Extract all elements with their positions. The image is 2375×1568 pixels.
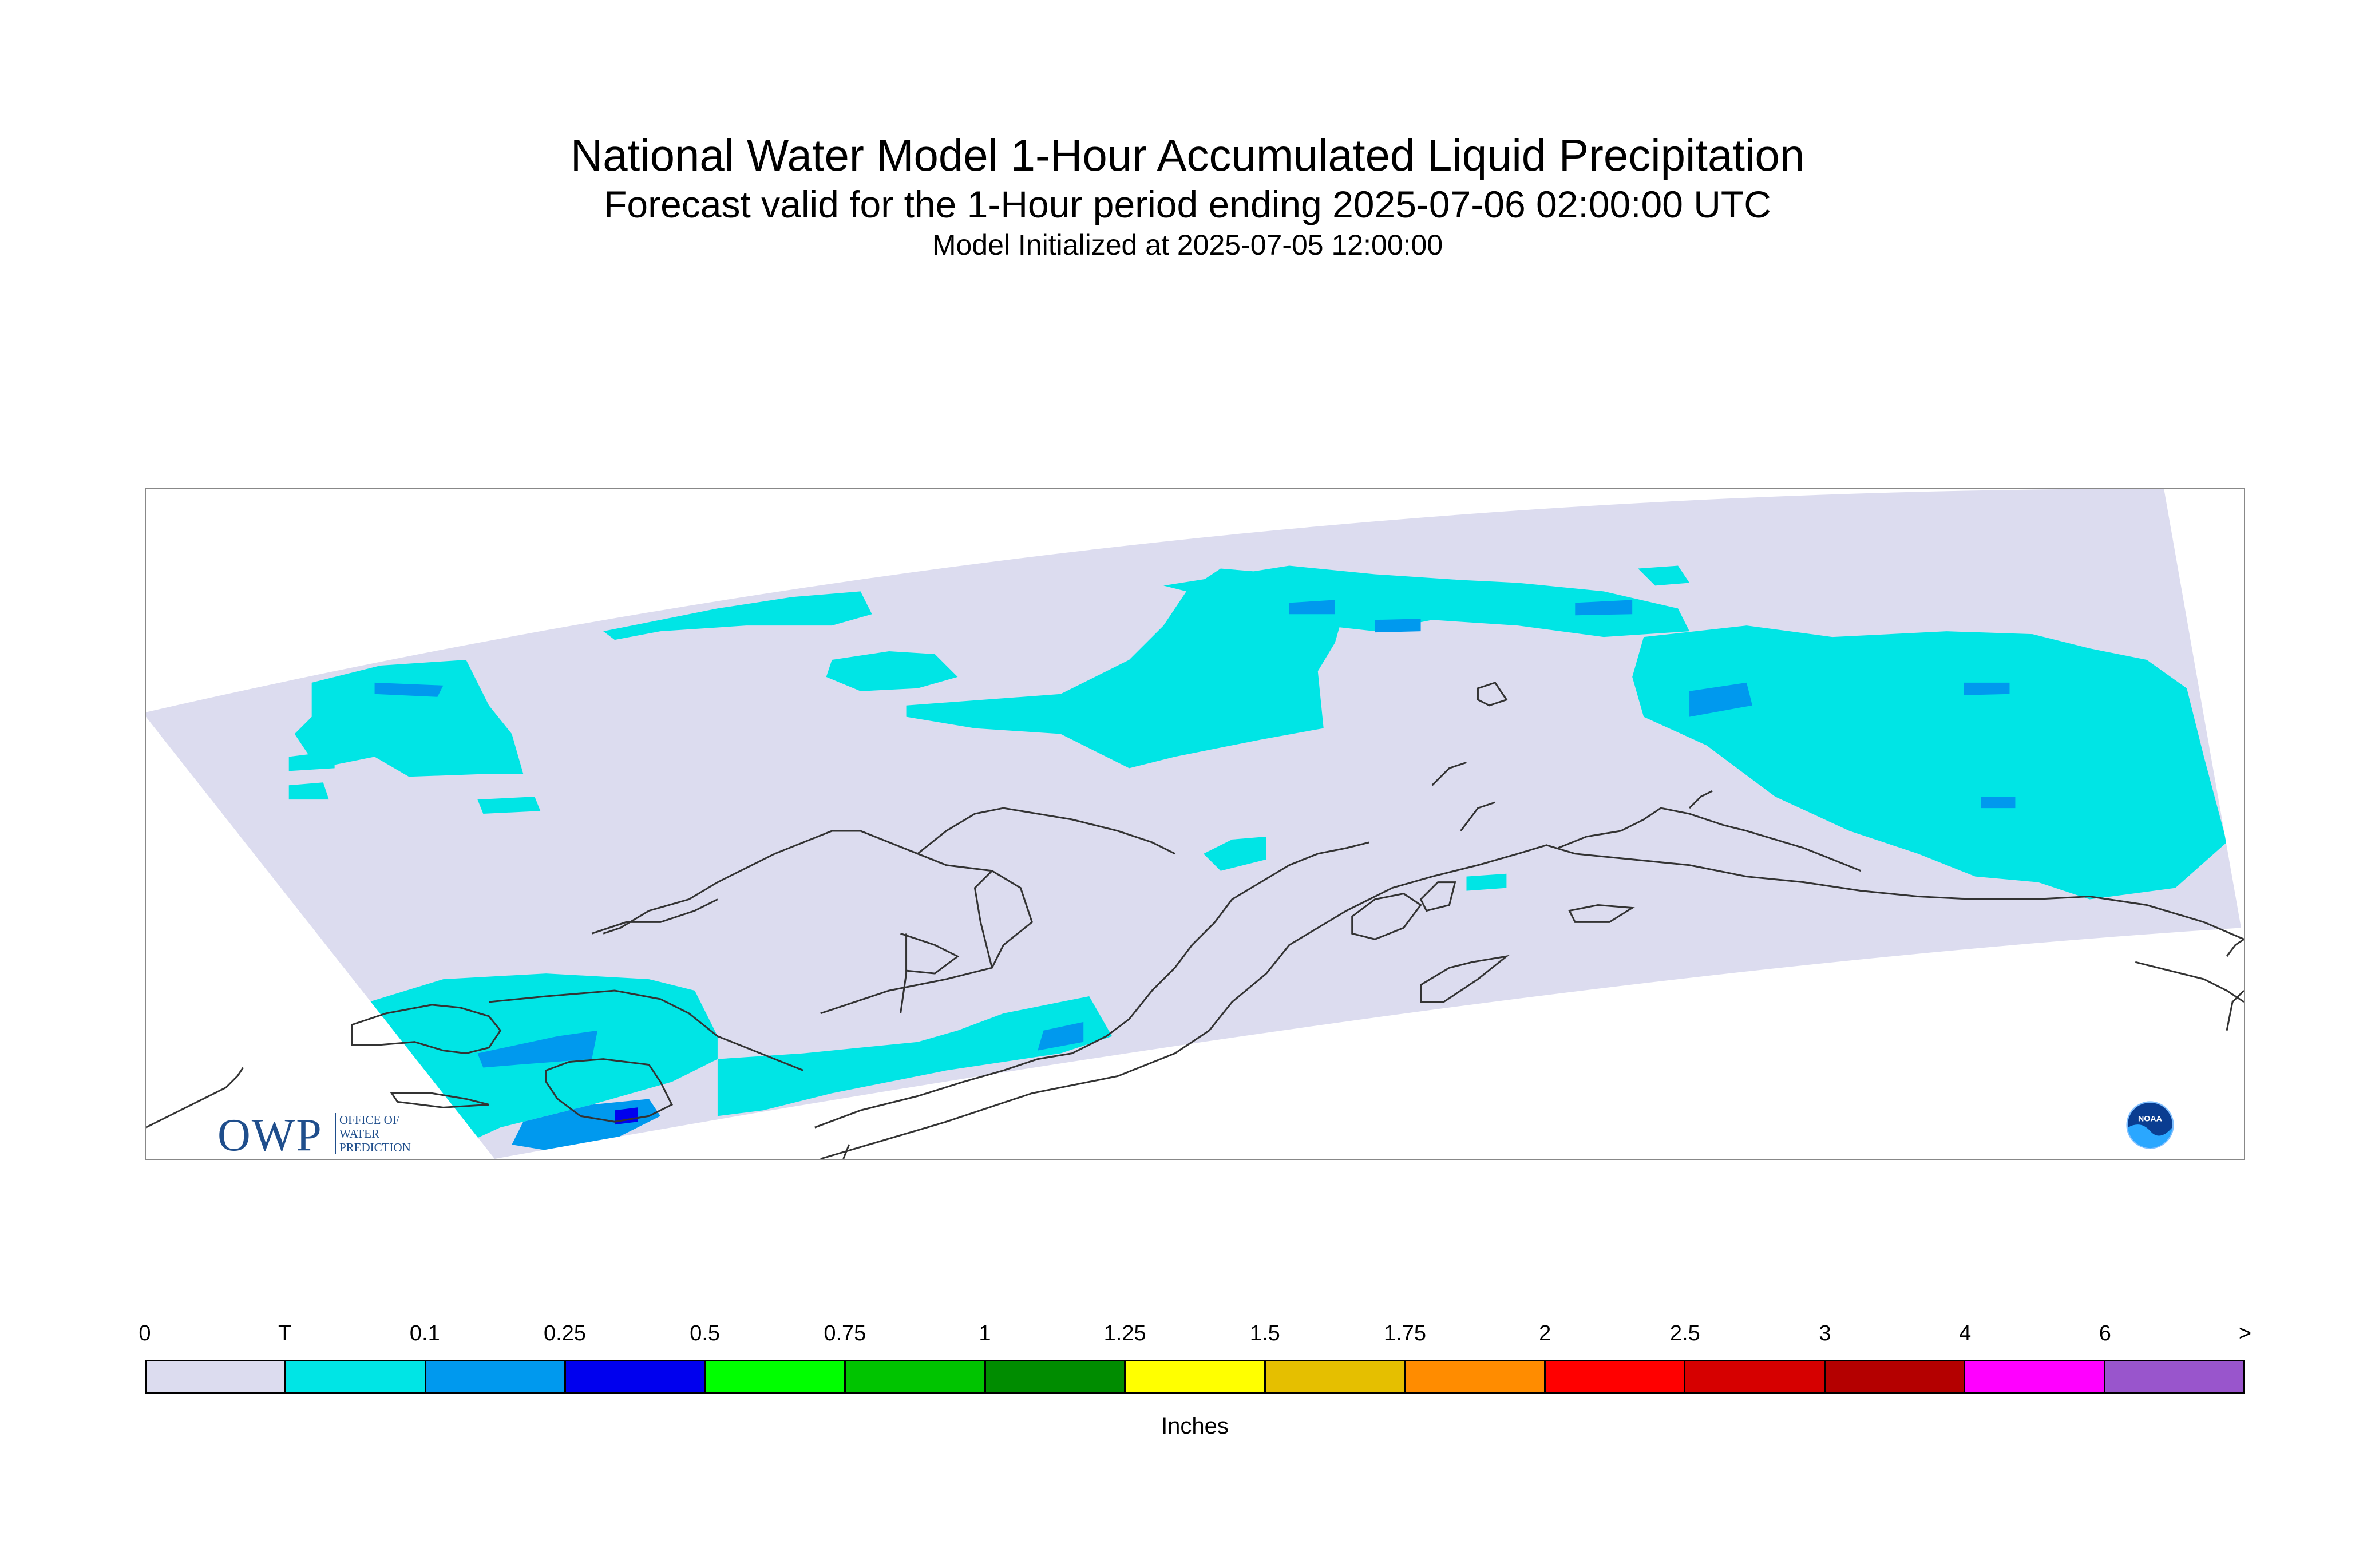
- coastlines: [146, 682, 2244, 1159]
- precip-area: [1632, 625, 2227, 900]
- legend-tick-label: 1.75: [1384, 1321, 1426, 1345]
- legend-tick-label: 4: [1959, 1321, 1972, 1345]
- coastline: [900, 932, 960, 975]
- coastline: [814, 841, 1370, 1129]
- legend-bar: [145, 1360, 2245, 1394]
- legend-units: Inches: [1161, 1413, 1229, 1439]
- coastline: [1477, 682, 1508, 707]
- legend-swatch: [147, 1361, 287, 1392]
- owp-logo-line: WATER: [339, 1127, 379, 1141]
- precip-area: [1289, 600, 1335, 615]
- precip-area: [288, 751, 335, 771]
- coastline: [603, 830, 1034, 1015]
- precip-area: [906, 568, 1347, 769]
- noaa-logo: NOAA: [2126, 1101, 2174, 1149]
- map-subtitle: Forecast valid for the 1-Hour period end…: [604, 183, 1771, 225]
- owp-logo-line: PREDICTION: [339, 1141, 411, 1154]
- coastline: [1351, 892, 1422, 940]
- coastline: [1688, 790, 1713, 809]
- legend-swatch: [706, 1361, 846, 1392]
- legend-tick-label: 2.5: [1669, 1321, 1700, 1345]
- precip-area: [477, 1030, 598, 1068]
- coastline: [545, 1058, 674, 1123]
- legend-swatch: [286, 1361, 426, 1392]
- model-init-time: Model Initialized at 2025-07-05 12:00:00: [932, 229, 1443, 261]
- precip-area: [603, 591, 872, 640]
- legend-swatch: [985, 1361, 1126, 1392]
- legend-tick-label: 1.5: [1249, 1321, 1280, 1345]
- precipitation-map: [146, 489, 2244, 1159]
- precip-area: [1038, 1021, 1084, 1051]
- legend-tick-label: 0.5: [690, 1321, 721, 1345]
- legend-swatch: [566, 1361, 706, 1392]
- precip-area: [374, 682, 444, 697]
- coastline: [842, 1144, 850, 1159]
- legend-tick-label: 0.25: [544, 1321, 586, 1345]
- title-block: National Water Model 1-Hour Accumulated …: [0, 129, 2375, 263]
- owp-logo-text: OFFICE OF WATER PREDICTION: [335, 1113, 411, 1154]
- coastline: [390, 1092, 489, 1108]
- legend-swatch: [2105, 1361, 2244, 1392]
- precip-area: [1964, 682, 2010, 695]
- precip-area: [1901, 768, 2044, 842]
- coastline: [917, 807, 1175, 855]
- precip-area: [1981, 797, 2016, 809]
- legend-tick-label: 2: [1539, 1321, 1551, 1345]
- precip-area: [717, 996, 1113, 1116]
- coastline: [1557, 807, 1862, 872]
- coastline: [489, 989, 804, 1071]
- legend-tick-label: >: [2238, 1321, 2252, 1345]
- map-title: National Water Model 1-Hour Accumulated …: [570, 130, 1805, 180]
- color-legend: 0 T 0.1 0.25 0.5 0.75 1 1.25 1.5 1.75 2 2.5 3 4 6 > Inc…: [138, 1321, 2251, 1447]
- precip-area: [826, 651, 958, 691]
- precip-area: [1689, 682, 1752, 717]
- precip-area: [1203, 836, 1266, 871]
- legend-tick-label: 0.1: [409, 1321, 440, 1345]
- legend-swatch: [1685, 1361, 1826, 1392]
- legend-tick-label: 3: [1819, 1321, 1831, 1345]
- coastline: [146, 1067, 244, 1129]
- precip-area: [294, 659, 524, 777]
- coastline: [1568, 904, 1635, 923]
- legend-tick-label: 0.75: [824, 1321, 866, 1345]
- coastline: [1431, 761, 1467, 786]
- legend-swatch: [1545, 1361, 1686, 1392]
- legend-swatch: [846, 1361, 986, 1392]
- legend-swatch: [1825, 1361, 1966, 1392]
- legend-tick-label: 1: [979, 1321, 991, 1345]
- precip-area: [1466, 873, 1507, 891]
- legend-swatch: [1265, 1361, 1406, 1392]
- coastline: [973, 870, 993, 968]
- legend-swatch: [1126, 1361, 1266, 1392]
- legend-tick-label: T: [278, 1321, 292, 1345]
- map-panel: OWP OFFICE OF WATER PREDICTION NOAA: [145, 488, 2245, 1160]
- legend-tick-label: 0: [138, 1321, 151, 1345]
- coastline: [1419, 881, 1456, 912]
- legend-swatch: [426, 1361, 567, 1392]
- coastline: [2226, 939, 2244, 957]
- coastline: [351, 1004, 502, 1055]
- coastline: [2226, 989, 2244, 1031]
- precip-area: [288, 782, 329, 800]
- precip-area: [957, 1019, 1061, 1059]
- coastline: [591, 898, 718, 935]
- coastline: [900, 933, 908, 1014]
- owp-logo-letters: OWP: [217, 1110, 323, 1160]
- owp-logo-line: OFFICE OF: [339, 1113, 399, 1127]
- legend-tick-label: 6: [2099, 1321, 2111, 1345]
- legend-swatch: [1406, 1361, 1546, 1392]
- precip-area: [1638, 565, 1690, 586]
- precip-area: [477, 797, 541, 814]
- precip-area: [1375, 619, 1421, 633]
- coastline: [2135, 961, 2244, 1003]
- legend-swatch: [1965, 1361, 2105, 1392]
- precip-area: [1575, 600, 1633, 616]
- legend-tick-label: 1.25: [1103, 1321, 1146, 1345]
- coastline: [1420, 955, 1510, 1003]
- coastline: [1460, 801, 1495, 831]
- noaa-logo-text: NOAA: [2138, 1114, 2162, 1123]
- coastline: [820, 844, 2244, 1159]
- precip-area: [1163, 565, 1690, 638]
